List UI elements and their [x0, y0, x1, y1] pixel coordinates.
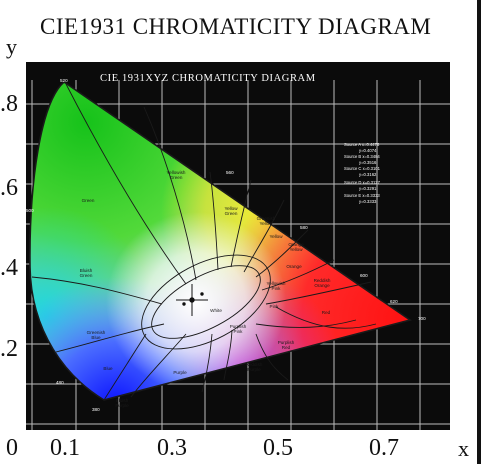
label-greenish-blue: Greenish Blue: [87, 330, 106, 340]
chromaticity-plot: CIE 1931XYZ CHROMATICITY DIAGRAM Source …: [26, 62, 450, 430]
svg-text:y=0.3291: y=0.3291: [359, 186, 377, 191]
label-bluish-purple: Bluish Purple: [115, 398, 129, 408]
svg-text:y=0.3333: y=0.3333: [359, 199, 377, 204]
label-yellow-green: Yellow Green: [224, 206, 238, 216]
svg-text:Source E x=0.3333: Source E x=0.3333: [344, 193, 380, 198]
color-gamut-fill: [29, 82, 410, 400]
wl-520: 520: [60, 78, 68, 83]
label-reddish-purple: Reddish Purple: [246, 362, 263, 372]
label-reddish-orange: Reddish Orange: [314, 278, 331, 288]
y-tick-0.6: .6: [0, 175, 18, 201]
x-tick-0.3: 0.3: [157, 435, 187, 461]
label-orange: Orange: [286, 264, 302, 269]
x-tick-0: 0: [6, 435, 18, 461]
label-purplish-red: Purplish Red: [278, 340, 295, 350]
wl-380: 380: [92, 407, 100, 412]
y-tick-0.4: .4: [0, 255, 18, 281]
y-tick-0.8: .8: [0, 91, 18, 117]
svg-text:y=0.3162: y=0.3162: [359, 172, 377, 177]
label-greenish-yellow: Greenish Yellow: [257, 216, 276, 226]
svg-text:y=0.3516: y=0.3516: [359, 160, 377, 165]
wl-480: 480: [56, 380, 64, 385]
label-bluish-green: Bluish Green: [80, 268, 93, 278]
wl-560: 560: [226, 170, 234, 175]
region-boundaries: [31, 83, 377, 401]
label-purple: Purple: [173, 370, 187, 375]
svg-text:Source D x=0.3127: Source D x=0.3127: [344, 180, 381, 185]
label-purplish-pink: Purplish Pink: [230, 324, 247, 334]
source-notes: Source A x=0.4476 y=0.4074 Source B x=0.…: [344, 142, 381, 204]
white-point-crosshair: [176, 284, 208, 316]
wavelength-labels: 520 480 500 560 580 600 620 700 380: [26, 78, 426, 412]
svg-text:Source B x=0.3484: Source B x=0.3484: [344, 154, 380, 159]
label-green: Green: [82, 198, 95, 203]
svg-text:Source A x=0.4476: Source A x=0.4476: [344, 142, 380, 147]
wl-580: 580: [300, 225, 308, 230]
wl-700: 700: [418, 316, 426, 321]
region-labels: Green Yellowish Green Yellow Green Greenis…: [80, 170, 331, 408]
label-yellowish-green: Yellowish Green: [167, 170, 186, 180]
wl-500: 500: [26, 208, 34, 213]
y-tick-0.2: .2: [0, 336, 18, 362]
svg-text:Source C x=0.3101: Source C x=0.3101: [344, 166, 381, 171]
x-tick-0.5: 0.5: [263, 435, 293, 461]
label-orange-yellow: Orange Yellow: [288, 242, 304, 252]
spectral-locus: [29, 80, 412, 401]
wl-620: 620: [390, 299, 398, 304]
label-red: Red: [322, 310, 331, 315]
label-yellow: Yellow: [269, 234, 283, 239]
y-axis-name: y: [6, 34, 17, 59]
label-blue: Blue: [103, 366, 113, 371]
label-white: White: [210, 308, 222, 313]
diagram-title: CIE1931 CHROMATICITY DIAGRAM: [40, 14, 432, 39]
svg-text:y=0.4074: y=0.4074: [359, 148, 377, 153]
wl-600: 600: [360, 273, 368, 278]
image-border: [477, 0, 481, 464]
x-tick-0.1: 0.1: [50, 435, 80, 461]
chromaticity-diagram-svg: CIE 1931XYZ CHROMATICITY DIAGRAM Source …: [26, 73, 450, 430]
x-tick-0.7: 0.7: [369, 435, 399, 461]
label-yellowish-pink: Yellowish Pink: [267, 281, 286, 291]
x-axis-name: x: [458, 436, 469, 461]
label-pink: Pink: [270, 304, 280, 309]
inner-title: CIE 1931XYZ CHROMATICITY DIAGRAM: [100, 73, 316, 84]
